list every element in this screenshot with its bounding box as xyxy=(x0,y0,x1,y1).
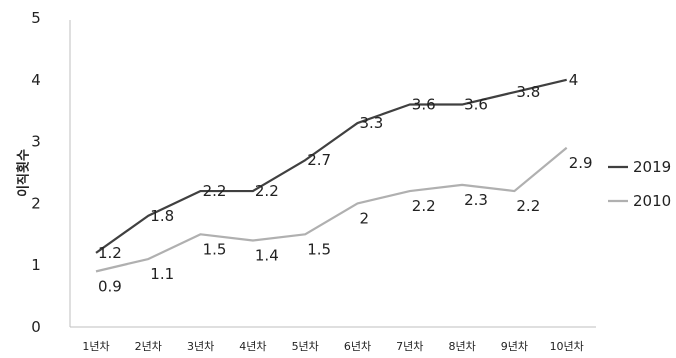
data-label: 1.8 xyxy=(150,207,174,225)
x-tick-label: 2년차 xyxy=(135,340,162,353)
axes xyxy=(69,20,596,328)
legend: 2019 2010 xyxy=(608,158,671,210)
x-tick-label: 8년차 xyxy=(448,340,475,353)
x-tick-label: 5년차 xyxy=(292,340,319,353)
data-label: 2 xyxy=(360,209,370,227)
y-tick-labels: 0 1 2 3 4 5 xyxy=(31,9,41,336)
data-label: 3.3 xyxy=(360,114,384,132)
y-tick-label: 5 xyxy=(31,9,41,27)
y-tick-label: 2 xyxy=(31,194,41,212)
data-label: 1.1 xyxy=(150,265,174,283)
series-line-2019 xyxy=(95,78,567,254)
y-tick-label: 0 xyxy=(31,318,41,336)
data-label: 3.6 xyxy=(412,96,436,114)
x-tick-label: 10년차 xyxy=(550,340,584,353)
data-label: 2.2 xyxy=(412,197,436,215)
y-tick-label: 3 xyxy=(31,133,41,151)
series-line-2010 xyxy=(95,146,568,273)
data-label: 2.3 xyxy=(464,191,488,209)
y-axis-label: 이직횟수 xyxy=(16,149,32,197)
y-tick-label: 1 xyxy=(31,256,41,274)
x-tick-labels: 1년차 2년차 3년차 4년차 5년차 6년차 7년차 8년차 9년차 10년차 xyxy=(82,340,583,353)
legend-label: 2010 xyxy=(633,192,671,210)
data-label: 4 xyxy=(569,71,579,89)
x-tick-label: 3년차 xyxy=(187,340,214,353)
data-label: 2.7 xyxy=(307,151,331,169)
data-label: 2.9 xyxy=(569,154,593,172)
data-label: 1.5 xyxy=(307,240,331,258)
x-tick-label: 1년차 xyxy=(82,340,109,353)
data-labels: 1.2 1.8 2.2 2.2 2.7 3.3 3.6 3.6 3.8 4 0.9 1.1 1.5 1.4… xyxy=(98,71,593,296)
data-label: 1.5 xyxy=(203,240,227,258)
data-label: 1.4 xyxy=(255,246,279,264)
series-lines xyxy=(95,78,568,273)
data-label: 0.9 xyxy=(98,277,122,295)
legend-label: 2019 xyxy=(633,158,671,176)
x-tick-label: 7년차 xyxy=(396,340,423,353)
data-label: 2.2 xyxy=(516,197,540,215)
data-label: 3.8 xyxy=(516,83,540,101)
y-tick-label: 4 xyxy=(31,71,41,89)
data-label: 2.2 xyxy=(203,182,227,200)
x-tick-label: 4년차 xyxy=(239,340,266,353)
data-label: 2.2 xyxy=(255,182,279,200)
x-tick-label: 9년차 xyxy=(501,340,528,353)
data-label: 3.6 xyxy=(464,96,488,114)
data-label: 1.2 xyxy=(98,244,122,262)
x-tick-label: 6년차 xyxy=(344,340,371,353)
